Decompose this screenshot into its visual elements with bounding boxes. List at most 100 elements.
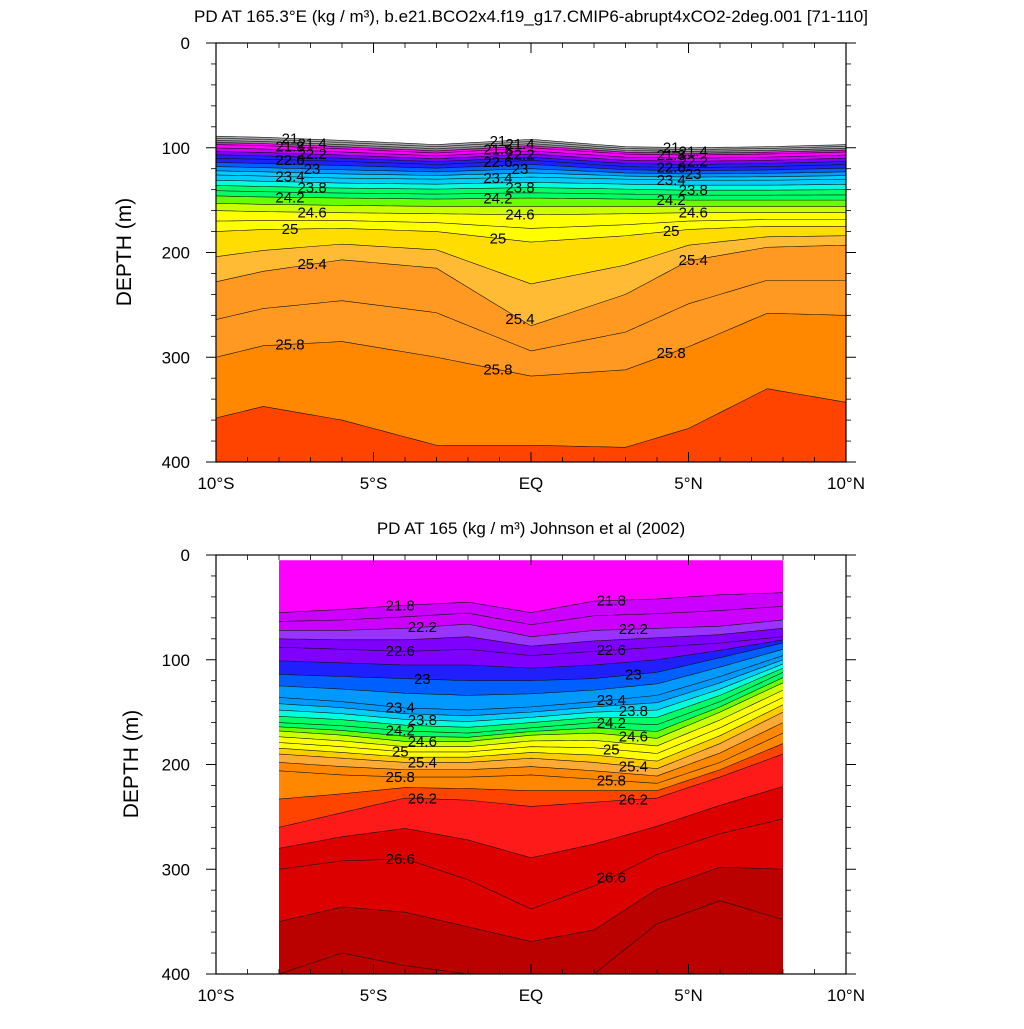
contour-fill — [279, 560, 783, 974]
contour-label: 23 — [304, 161, 321, 178]
y-tick-label: 0 — [181, 34, 190, 53]
contour-label: 21.8 — [386, 598, 415, 615]
contour-line — [278, 655, 784, 711]
contour-line — [279, 619, 784, 638]
contour-label: 26.2 — [619, 792, 648, 809]
contour-line — [216, 219, 846, 229]
contour-line — [216, 312, 846, 377]
y-tick-label: 100 — [162, 139, 190, 158]
contour-band — [279, 712, 783, 777]
y-tick-label: 200 — [162, 756, 190, 775]
contour-line — [278, 900, 784, 974]
x-tick-label: 5°S — [360, 474, 388, 493]
contour-label: 25.8 — [483, 362, 512, 379]
contour-band — [279, 697, 783, 762]
contour-band — [279, 743, 783, 828]
contour-labels: 21212121.421.421.421.821.821.822.222.222… — [275, 130, 708, 379]
contour-label: 22.2 — [619, 621, 648, 638]
contour-label: 25 — [282, 221, 299, 238]
y-tick-label: 200 — [162, 244, 190, 263]
y-tick-label: 300 — [162, 348, 190, 367]
contour-label: 23.8 — [297, 179, 326, 196]
contour-label: 24.2 — [657, 192, 686, 209]
contour-label: 24.2 — [597, 715, 626, 732]
contour-line — [216, 166, 846, 175]
axis-ticks: 10°S 5°S EQ 5°N 10°N 0 100 200 300 400 — [162, 34, 865, 493]
contour-line — [216, 235, 846, 285]
contour-label: 25.8 — [657, 345, 686, 362]
contour-label: 21.8 — [483, 142, 512, 159]
contour-line — [216, 151, 846, 162]
contour-label: 21.8 — [275, 139, 304, 156]
contour-band — [279, 639, 783, 681]
contour-line — [216, 147, 846, 159]
x-tick-label: 10°N — [827, 474, 865, 493]
contour-band — [279, 733, 783, 800]
contour-label: 22.2 — [408, 619, 437, 636]
contour-label: 21 — [490, 133, 507, 150]
y-axis-label: DEPTH (m) — [113, 198, 136, 307]
model-panel: PD AT 165.3°E (kg / m³), b.e21.BCO2x4.f1… — [113, 7, 868, 493]
contour-line — [216, 190, 846, 196]
contour-label: 23.4 — [657, 172, 686, 189]
contour-line — [278, 682, 784, 742]
contour-line — [278, 663, 784, 722]
chart-title: PD AT 165 (kg / m³) Johnson et al (2002) — [377, 519, 685, 538]
contour-label: 25.4 — [297, 256, 326, 273]
contour-label: 22.2 — [679, 153, 708, 170]
contour-line — [216, 210, 846, 216]
contour-band — [216, 170, 846, 181]
contour-line — [216, 135, 846, 149]
contour-line — [278, 667, 784, 728]
contour-line — [216, 140, 846, 152]
contour-line — [278, 639, 784, 669]
contour-lines — [216, 135, 846, 448]
contour-line — [278, 677, 784, 738]
contour-band — [279, 659, 783, 722]
contour-line — [216, 185, 846, 191]
contour-band — [216, 203, 846, 215]
contour-line — [216, 279, 846, 352]
contour-line — [278, 636, 784, 656]
contour-label: 24.6 — [679, 205, 708, 222]
contour-label: 22.2 — [297, 146, 326, 163]
contour-label: 25 — [663, 223, 680, 240]
contour-line — [216, 138, 846, 150]
contour-label: 25 — [392, 744, 409, 761]
x-tick-label: 5°N — [674, 474, 703, 493]
contour-line — [278, 818, 784, 910]
contour-line — [216, 388, 846, 448]
contour-label: 25 — [490, 230, 507, 247]
contour-label: 24.2 — [483, 190, 512, 207]
contour-band — [279, 786, 783, 910]
contour-band — [279, 704, 783, 769]
contour-line — [278, 753, 784, 828]
chart-title: PD AT 165.3°E (kg / m³), b.e21.BCO2x4.f1… — [194, 7, 868, 26]
contour-band — [279, 722, 783, 784]
contour-label: 22.6 — [657, 159, 686, 176]
contour-label: 21 — [663, 139, 680, 156]
contour-label: 22.6 — [483, 154, 512, 171]
contour-label: 23 — [685, 166, 702, 183]
contour-line — [216, 244, 846, 327]
contour-label: 25.8 — [386, 769, 415, 786]
contour-lines — [278, 592, 784, 974]
contour-label: 23 — [414, 671, 431, 688]
contour-label: 21 — [282, 130, 299, 147]
observation-panel: PD AT 165 (kg / m³) Johnson et al (2002)… — [120, 519, 865, 1005]
contour-label: 25.8 — [597, 772, 626, 789]
contour-band — [279, 560, 783, 613]
contour-line — [216, 144, 846, 156]
contour-line — [216, 170, 846, 178]
contour-line — [278, 786, 784, 859]
contour-label: 26.6 — [386, 851, 415, 868]
contour-label: 22.6 — [386, 643, 415, 660]
contour-line — [216, 174, 846, 181]
contour-line — [278, 689, 784, 747]
x-tick-label: 10°N — [827, 986, 865, 1005]
contour-label: 21.4 — [679, 143, 708, 160]
contour-line — [278, 648, 784, 696]
contour-label: 21.8 — [597, 593, 626, 610]
y-tick-label: 400 — [162, 453, 190, 472]
